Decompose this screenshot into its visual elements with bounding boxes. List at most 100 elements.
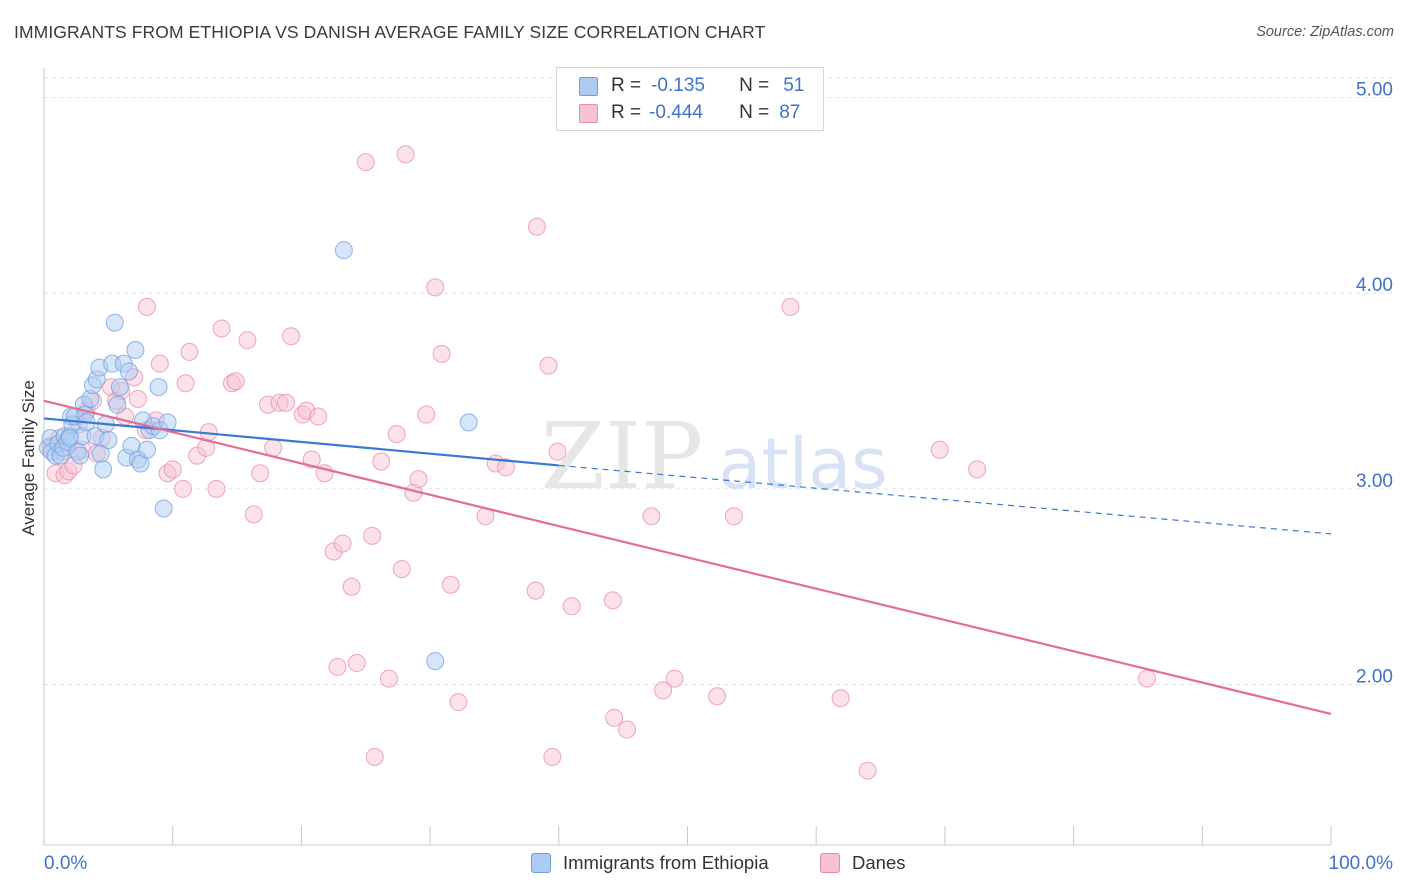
- data-point-danes: [372, 452, 391, 471]
- data-point-danes: [543, 747, 562, 766]
- data-point-ethiopia: [149, 378, 168, 397]
- legend-n-label: N =: [739, 102, 770, 123]
- data-point-danes: [665, 669, 684, 688]
- watermark-zip: ZIP: [541, 403, 703, 510]
- trend-line-ethiopia-projection: [558, 464, 1332, 535]
- data-point-danes: [302, 450, 321, 469]
- data-points: [38, 145, 1156, 780]
- data-point-danes: [618, 720, 637, 739]
- legend-r-value: -0.135: [651, 75, 705, 96]
- data-point-danes: [363, 526, 382, 545]
- y-axis-label: Average Family Size: [19, 380, 38, 536]
- chart-title: IMMIGRANTS FROM ETHIOPIA VS DANISH AVERA…: [14, 22, 766, 42]
- data-point-ethiopia: [334, 241, 353, 260]
- data-point-danes: [251, 464, 270, 483]
- data-point-danes: [347, 654, 366, 673]
- data-point-danes: [654, 681, 673, 700]
- data-point-danes: [539, 356, 558, 375]
- data-point-danes: [708, 687, 727, 706]
- data-point-danes: [163, 460, 182, 479]
- chart-source: Source: ZipAtlas.com: [1256, 24, 1394, 40]
- legend-n-value: 87: [779, 102, 801, 123]
- legend-swatch-ethiopia: [579, 76, 598, 96]
- y-tick-label: 4.00: [1356, 275, 1393, 296]
- data-point-danes: [548, 442, 567, 461]
- y-tick-label: 2.00: [1356, 667, 1393, 688]
- legend-n-label: N =: [739, 75, 770, 96]
- correlation-legend: R = -0.135 N = 51 R = -0.444 N = 87: [556, 67, 824, 131]
- data-point-danes: [449, 693, 468, 712]
- data-point-danes: [858, 761, 877, 780]
- bottom-legend-swatch-danes: [820, 853, 840, 873]
- data-point-danes: [379, 669, 398, 688]
- data-point-danes: [238, 331, 257, 350]
- trend-line-ethiopia: [43, 417, 559, 467]
- bottom-legend-swatch-ethiopia: [531, 853, 551, 873]
- data-point-ethiopia: [108, 395, 127, 414]
- legend-r-label: R =: [611, 102, 642, 123]
- data-point-danes: [426, 278, 445, 297]
- data-point-ethiopia: [137, 440, 156, 459]
- data-point-danes: [244, 505, 263, 524]
- legend-n-value: 51: [783, 75, 805, 96]
- data-point-danes: [642, 507, 661, 526]
- data-point-danes: [781, 297, 800, 316]
- data-point-danes: [328, 657, 347, 676]
- data-point-ethiopia: [119, 362, 138, 381]
- data-point-danes: [417, 405, 436, 424]
- data-point-danes: [173, 479, 192, 498]
- data-point-danes: [387, 425, 406, 444]
- data-point-danes: [527, 217, 546, 236]
- data-point-danes: [176, 374, 195, 393]
- legend-r-value: -0.444: [649, 102, 703, 123]
- data-point-danes: [605, 708, 624, 727]
- bottom-legend-label-danes: Danes: [852, 852, 906, 873]
- data-point-danes: [226, 372, 245, 391]
- x-tick-label: 0.0%: [44, 853, 87, 874]
- data-point-danes: [128, 389, 147, 408]
- data-point-danes: [724, 507, 743, 526]
- data-point-danes: [441, 575, 460, 594]
- legend-swatch-danes: [579, 103, 598, 123]
- gridlines: [44, 77, 1392, 686]
- data-point-ethiopia: [459, 413, 478, 432]
- data-point-danes: [831, 689, 850, 708]
- data-point-ethiopia: [71, 446, 90, 465]
- legend-r-label: R =: [611, 75, 642, 96]
- data-point-danes: [180, 342, 199, 361]
- data-point-ethiopia: [60, 429, 79, 448]
- data-point-danes: [432, 344, 451, 363]
- data-point-danes: [276, 393, 295, 412]
- data-point-danes: [137, 297, 156, 316]
- data-point-ethiopia: [94, 460, 113, 479]
- data-point-danes: [396, 145, 415, 164]
- data-point-danes: [930, 440, 949, 459]
- x-tick-label: 100.0%: [1329, 853, 1394, 874]
- data-point-ethiopia: [126, 340, 145, 359]
- data-point-danes: [392, 560, 411, 579]
- legend-row-danes: R = -0.444 N = 87: [579, 100, 800, 126]
- trend-lines: [43, 399, 1332, 715]
- bottom-legend-ethiopia: Immigrants from Ethiopia: [531, 852, 769, 874]
- data-point-danes: [497, 458, 516, 477]
- data-point-danes: [282, 327, 301, 346]
- bottom-legend-label-ethiopia: Immigrants from Ethiopia: [563, 852, 769, 873]
- axes: [43, 68, 1332, 846]
- data-point-ethiopia: [154, 499, 173, 518]
- data-point-danes: [1137, 669, 1156, 688]
- data-point-danes: [526, 581, 545, 600]
- data-point-danes: [212, 319, 231, 338]
- y-tick-label: 3.00: [1356, 471, 1393, 492]
- data-point-danes: [562, 597, 581, 616]
- data-point-danes: [264, 438, 283, 457]
- data-point-ethiopia: [110, 378, 129, 397]
- data-point-danes: [309, 407, 328, 426]
- watermark: ZIP atlas: [541, 403, 888, 510]
- trend-line-danes: [43, 399, 1332, 715]
- tick-labels: 2.00 3.00 4.00 5.00 0.0% 100.0%: [44, 80, 1393, 874]
- bottom-legend-danes: Danes: [820, 852, 905, 874]
- data-point-ethiopia: [105, 313, 124, 332]
- data-point-danes: [333, 534, 352, 553]
- data-point-danes: [207, 479, 226, 498]
